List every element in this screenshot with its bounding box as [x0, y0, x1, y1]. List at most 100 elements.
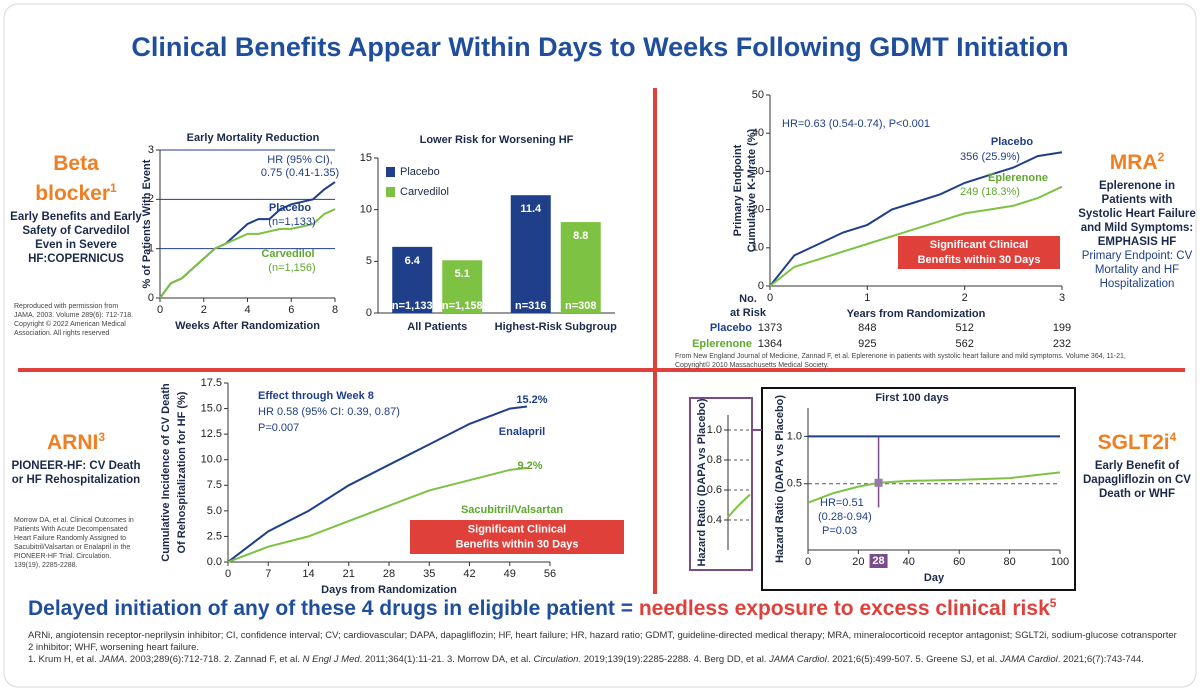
- superscript: 4: [1169, 430, 1177, 444]
- bar: [392, 246, 433, 313]
- y-tick-label: 5: [366, 255, 372, 267]
- reference-text: JAMA: [99, 654, 125, 665]
- x-tick-label: 2: [201, 304, 207, 316]
- series-label: Eplerenone: [988, 172, 1048, 184]
- annotation: 9.2%: [517, 460, 542, 472]
- y-tick-label: 2.5: [207, 530, 222, 542]
- risk-count: 562: [955, 338, 973, 350]
- reference-text: JAMA Cardiol: [769, 654, 827, 665]
- x-tick-label: All Patients: [407, 321, 467, 333]
- x-tick-label: 60: [953, 556, 965, 568]
- x-tick-label: 49: [504, 568, 516, 580]
- x-tick-label: 4: [244, 304, 250, 316]
- chart-title: Lower Risk for Worsening HF: [420, 134, 574, 146]
- highlight-label: 28: [872, 555, 884, 567]
- reference-text: . 2003;289(6):712-718. 2. Zannad F, et a…: [124, 654, 303, 665]
- heading-text: ARNI: [46, 431, 99, 454]
- superscript: 2: [1157, 150, 1165, 164]
- reference-text: . 2021;6(7):743-744.: [1057, 654, 1144, 665]
- x-tick-label: 3: [1059, 292, 1065, 304]
- mra-panel: MRA2 Eplerenone in Patients with Systoli…: [1078, 145, 1196, 291]
- superscript: 5: [1049, 596, 1057, 610]
- x-axis-label: Days from Randomization: [321, 584, 457, 596]
- y-axis-label: Hazard Ratio (DAPA vs Placebo): [696, 398, 708, 566]
- callout-text: Significant Clinical: [930, 239, 1028, 251]
- x-tick-label: 80: [1003, 556, 1015, 568]
- heading: Beta blocker1: [10, 152, 142, 206]
- annotation: HR=0.63 (0.54-0.74), P<0.001: [782, 118, 930, 130]
- annotation: P=0.007: [258, 422, 299, 434]
- value-label: 8.8: [573, 230, 588, 242]
- source-note: From New England Journal of Medicine, Za…: [675, 353, 1126, 369]
- reference-text: . 2021;6(5):499-507. 5. Greene SJ, et al…: [826, 654, 1001, 665]
- description: Eplerenone in Patients with Systolic Hea…: [1078, 180, 1196, 248]
- heading: SGLT2i4: [1078, 425, 1196, 455]
- annotation: HR (95% CI),: [267, 154, 332, 166]
- annotation: HR 0.58 (95% CI: 0.39, 0.87): [258, 406, 400, 418]
- description: Early Benefits and Early Safety of Carve…: [10, 211, 142, 265]
- y-tick-label: 50: [752, 89, 764, 101]
- series-line: [727, 493, 751, 518]
- x-tick-label: 35: [423, 568, 435, 580]
- source-note: Morrow DA, et al. Clinical Outcomes in P…: [14, 517, 134, 569]
- callout-box: [410, 520, 624, 554]
- y-tick-label: 10: [360, 204, 372, 216]
- n-label: n=316: [515, 300, 547, 312]
- conclusion-lead: Delayed initiation of any of these 4 dru…: [28, 597, 639, 620]
- y-tick-label: 0: [148, 292, 154, 304]
- n-label: n=308: [565, 300, 597, 312]
- y-tick-label: 15.0: [201, 402, 222, 414]
- chart-title: First 100 days: [875, 392, 948, 404]
- y-tick-label: 0.4: [707, 514, 722, 526]
- references: 1. Krum H, et al. JAMA. 2003;289(6):712-…: [28, 654, 1178, 666]
- legend-swatch: [386, 167, 395, 177]
- x-tick-label: 8: [332, 304, 338, 316]
- x-tick-label: 6: [288, 304, 294, 316]
- risk-count: 1373: [758, 322, 782, 334]
- reference-text: . 2011;364(1):11-21. 3. Morrow DA, et al…: [359, 654, 534, 665]
- y-tick-label: 20: [752, 204, 764, 216]
- x-tick-label: 42: [463, 568, 475, 580]
- legend-label: Carvedilol: [400, 186, 449, 198]
- y-tick-label: 17.5: [201, 377, 222, 389]
- x-tick-label: 2: [962, 292, 968, 304]
- x-axis-label: Years from Randomization: [847, 308, 986, 320]
- series-line: [769, 151, 1063, 287]
- y-tick-label: 0: [758, 280, 764, 292]
- x-tick-label: 100: [1051, 556, 1069, 568]
- heading-text: Beta blocker: [35, 152, 110, 205]
- y-axis-label: Of Rehospitalization for HF (%): [176, 391, 188, 553]
- x-tick-label: 0: [805, 556, 811, 568]
- x-tick-label: 0: [767, 292, 773, 304]
- reference-text: Circulation: [533, 654, 579, 665]
- annotation: P=0.03: [822, 525, 857, 537]
- value-label: 5.1: [455, 268, 470, 280]
- series-label: Placebo: [269, 202, 311, 214]
- reference-text: N Engl J Med: [302, 654, 360, 665]
- y-axis-label: % of Patients With Event: [141, 159, 153, 288]
- annotation: (n=1,156): [268, 262, 315, 274]
- x-tick-label: 14: [302, 568, 314, 580]
- risk-count: 1364: [758, 338, 782, 350]
- annotation: 0.75 (0.41-1.35): [261, 167, 339, 179]
- annotation: 15.2%: [516, 394, 547, 406]
- legend-label: Placebo: [400, 166, 440, 178]
- series-label: Placebo: [991, 136, 1033, 148]
- annotation: 249 (18.3%): [960, 186, 1020, 198]
- risk-count: 848: [858, 322, 876, 334]
- x-tick-label: Highest-Risk Subgroup: [495, 321, 618, 333]
- description: Early Benefit of Dapagliflozin on CV Dea…: [1083, 460, 1191, 500]
- y-tick-label: 40: [752, 127, 764, 139]
- heading-text: MRA: [1109, 151, 1158, 174]
- y-axis-label: Primary Endpoint: [732, 144, 744, 236]
- x-tick-label: 0: [225, 568, 231, 580]
- x-axis-label: Day: [924, 572, 945, 584]
- risk-row-label: Eplerenone: [692, 338, 752, 350]
- description: PIONEER-HF: CV Death or HF Rehospitaliza…: [11, 460, 141, 486]
- endpoint: Primary Endpoint: CV Mortality and HF Ho…: [1081, 250, 1193, 290]
- annotation: (n=1,133): [268, 216, 315, 228]
- chart-title: Early Mortality Reduction: [187, 132, 320, 144]
- y-tick-label: 0: [366, 307, 372, 319]
- highlight-marker: [874, 478, 883, 487]
- callout-text: Significant Clinical: [468, 523, 566, 535]
